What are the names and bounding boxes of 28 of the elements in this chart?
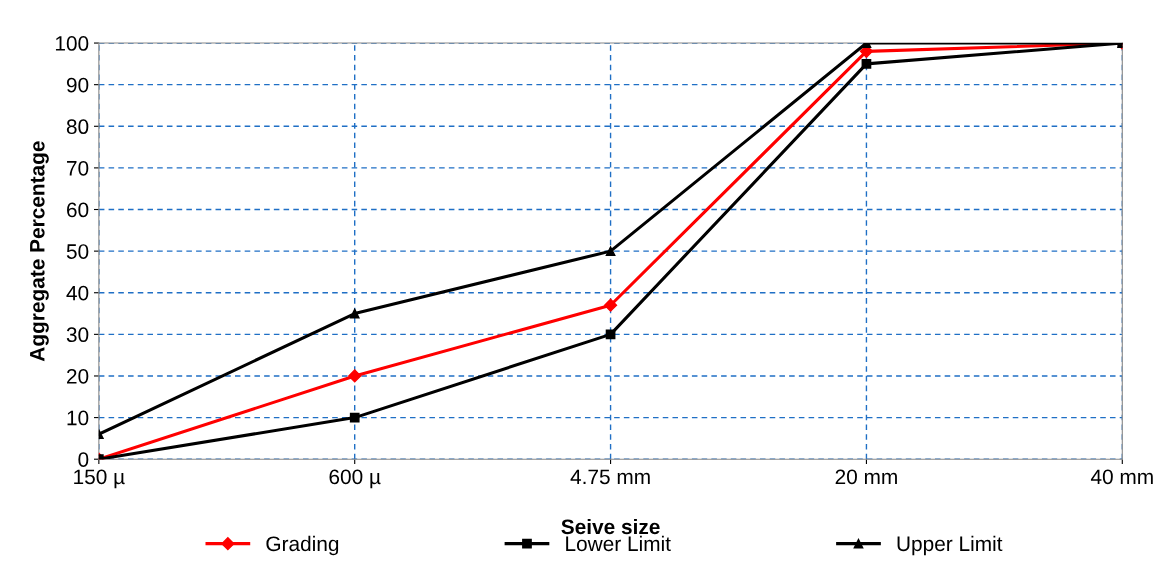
y-tick-label: 30 xyxy=(66,327,89,343)
y-tick-label: 80 xyxy=(66,119,89,135)
x-tick-label: 40 mm xyxy=(1090,469,1153,485)
point xyxy=(605,329,616,340)
point xyxy=(861,58,872,69)
x-tick-label: 4.75 mm xyxy=(570,469,650,485)
y-tick-label: 0 xyxy=(78,452,89,467)
point xyxy=(348,369,362,383)
y-tick-label: 10 xyxy=(67,410,89,426)
point xyxy=(349,308,360,319)
x-tick-label: 600 µ xyxy=(329,469,381,489)
point xyxy=(349,412,360,423)
legend-label: Upper Limit xyxy=(897,535,1003,556)
point xyxy=(605,246,616,256)
x-axis-title: Seive size xyxy=(561,518,660,535)
x-tick-label: 20 mm xyxy=(835,469,897,485)
y-tick-label: 20 xyxy=(67,368,89,384)
legend-label: Lower Limit xyxy=(566,535,671,552)
legend-label: Grading xyxy=(266,535,339,556)
y-axis-title: Aggregate Percentage xyxy=(30,141,49,362)
y-tick-label: 50 xyxy=(66,244,89,259)
y-tick-label: 40 xyxy=(66,285,89,301)
y-tick-label: 90 xyxy=(66,77,89,93)
y-tick-label: 60 xyxy=(67,202,89,218)
point xyxy=(603,298,618,312)
y-tick-label: 70 xyxy=(67,160,89,176)
y-tick-label: 100 xyxy=(55,36,89,51)
x-tick-label: 150 µ xyxy=(74,469,125,489)
